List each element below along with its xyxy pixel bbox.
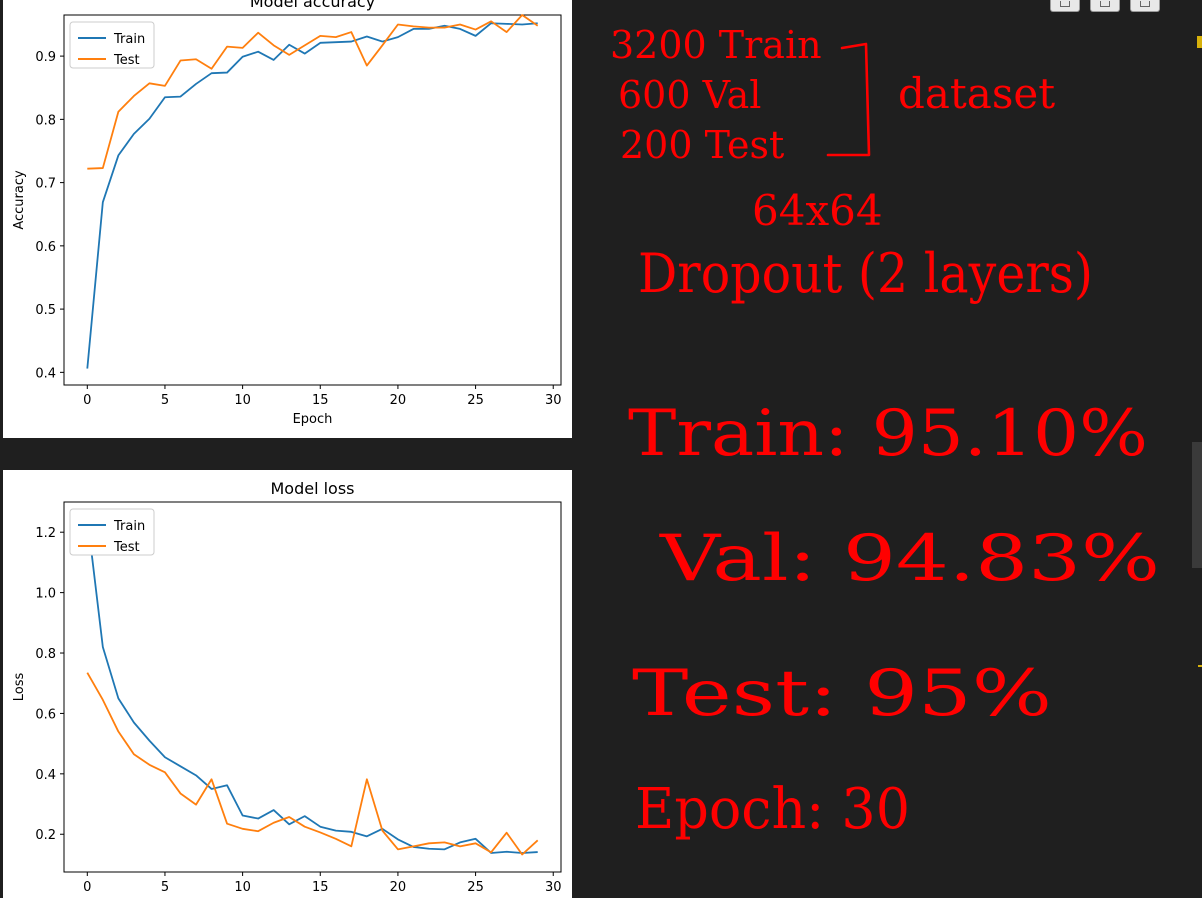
handwritten-notes: 3200 Train 600 Val 200 Test dataset 64x6…: [610, 23, 1160, 842]
loss-x-tick-label: 0: [83, 880, 91, 895]
loss-y-label: Loss: [12, 673, 27, 702]
loss-legend-box: [69, 508, 155, 556]
accuracy-y-tick-label: 0.4: [35, 366, 56, 381]
edge-marker: [1197, 36, 1202, 48]
accuracy-x-tick-label: 15: [312, 393, 329, 408]
note-val-count: 600 Val: [618, 73, 761, 117]
loss-x-tick-label: 15: [312, 880, 329, 895]
accuracy-y-tick-label: 0.6: [35, 240, 56, 255]
loss-y-tick-label: 1.0: [35, 587, 56, 602]
loss-y-tick-label: 0.4: [35, 768, 56, 783]
edge-marker: [1198, 665, 1202, 667]
accuracy-x-tick-label: 0: [83, 393, 91, 408]
accuracy-y-label: Accuracy: [12, 170, 27, 230]
copy-icon: [1060, 1, 1070, 7]
loss-series-train-line: [86, 516, 538, 854]
accuracy-plot-frame: [63, 14, 562, 386]
loss-y-tick-label: 1.2: [35, 526, 56, 541]
accuracy-series-test-line: [87, 14, 539, 170]
note-dataset-label: dataset: [898, 69, 1055, 118]
note-val-accuracy: Val: 94.83%: [659, 522, 1160, 596]
loss-legend-label-train: Train: [113, 519, 145, 534]
note-epochs: Epoch: 30: [635, 777, 910, 842]
loss-y-tick-label: 0.6: [35, 707, 56, 722]
scrollbar-thumb[interactable]: [1192, 442, 1202, 568]
loss-x-tick-label: 30: [545, 880, 562, 895]
accuracy-chart-panel: Model accuracy 0 5 10 15 20 25 30 0.4 0.5 0.6 0.7 0.…: [3, 0, 572, 438]
accuracy-x-tick-label: 25: [467, 393, 484, 408]
loss-x-tick-label: 20: [390, 880, 407, 895]
fullscreen-button[interactable]: [1130, 0, 1160, 12]
accuracy-x-tick-label: 20: [390, 393, 407, 408]
note-test-count: 200 Test: [620, 123, 784, 167]
loss-chart: Model loss 0 5 10 15 20 25 30 0.2 0.4 0.6 0.8 1.0 1.2…: [12, 479, 562, 895]
note-bracket: [826, 42, 871, 157]
save-icon: [1100, 1, 1110, 7]
accuracy-x-tick-label: 30: [545, 393, 562, 408]
note-train-accuracy: Train: 95.10%: [628, 397, 1148, 471]
accuracy-chart: Model accuracy 0 5 10 15 20 25 30 0.4 0.5 0.6 0.7 0.…: [12, 0, 562, 427]
loss-series-test-line: [86, 672, 539, 856]
accuracy-x-tick-label: 5: [161, 393, 169, 408]
loss-title: Model loss: [270, 479, 354, 498]
accuracy-y-tick-label: 0.7: [35, 177, 56, 192]
loss-x-tick-label: 5: [161, 880, 169, 895]
loss-chart-panel: Model loss 0 5 10 15 20 25 30 0.2 0.4 0.6 0.8 1.0 1.2…: [3, 470, 572, 898]
loss-x-tick-label: 10: [234, 880, 251, 895]
loss-y-tick-label: 0.8: [35, 647, 56, 662]
note-train-count: 3200 Train: [610, 23, 822, 67]
fullscreen-icon: [1140, 1, 1150, 7]
accuracy-legend-label-test: Test: [113, 53, 140, 68]
accuracy-y-tick-label: 0.9: [35, 50, 56, 65]
loss-x-tick-label: 25: [467, 880, 484, 895]
note-image-size: 64x64: [752, 186, 883, 235]
accuracy-x-label: Epoch: [293, 412, 333, 427]
loss-y-tick-label: 0.2: [35, 828, 56, 843]
copy-button[interactable]: [1050, 0, 1080, 12]
loss-plot-frame: [63, 501, 562, 873]
accuracy-legend-label-train: Train: [113, 32, 145, 47]
accuracy-x-tick-label: 10: [234, 393, 251, 408]
accuracy-y-tick-label: 0.8: [35, 113, 56, 128]
note-test-accuracy: Test: 95%: [632, 657, 1052, 731]
accuracy-title: Model accuracy: [250, 0, 375, 11]
save-button[interactable]: [1090, 0, 1120, 12]
accuracy-y-tick-label: 0.5: [35, 303, 56, 318]
accuracy-series-train-line: [86, 22, 538, 369]
loss-legend-label-test: Test: [113, 540, 140, 555]
accuracy-legend-box: [69, 21, 155, 69]
note-dropout: Dropout (2 layers): [638, 242, 1093, 305]
